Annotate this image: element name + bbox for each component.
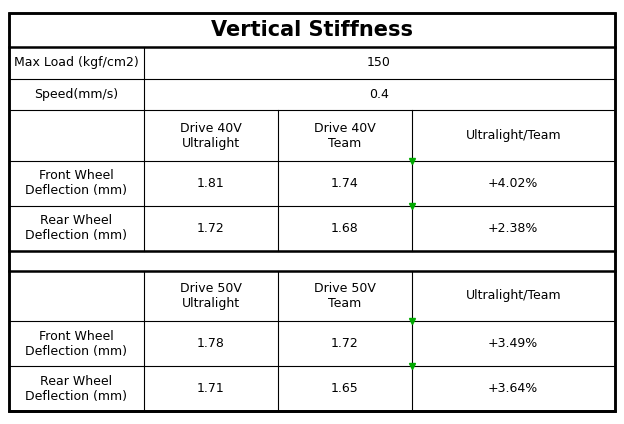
Text: 0.4: 0.4	[369, 88, 389, 101]
Text: Max Load (kgf/cm2): Max Load (kgf/cm2)	[14, 56, 139, 69]
Text: 1.71: 1.71	[197, 382, 225, 395]
Text: +2.38%: +2.38%	[488, 222, 539, 235]
Text: 1.81: 1.81	[197, 177, 225, 190]
Text: Drive 50V
Ultralight: Drive 50V Ultralight	[180, 282, 241, 310]
Text: 150: 150	[367, 56, 391, 69]
Text: Ultralight/Team: Ultralight/Team	[466, 290, 561, 302]
Text: 1.65: 1.65	[331, 382, 359, 395]
Text: 1.68: 1.68	[331, 222, 359, 235]
Text: Ultralight/Team: Ultralight/Team	[466, 129, 561, 142]
Text: +3.64%: +3.64%	[488, 382, 539, 395]
Text: +3.49%: +3.49%	[488, 337, 539, 350]
Text: Rear Wheel
Deflection (mm): Rear Wheel Deflection (mm)	[26, 215, 127, 243]
Text: 1.72: 1.72	[197, 222, 225, 235]
Text: Front Wheel
Deflection (mm): Front Wheel Deflection (mm)	[26, 169, 127, 197]
Text: 1.78: 1.78	[197, 337, 225, 350]
Text: Speed(mm/s): Speed(mm/s)	[34, 88, 119, 101]
Text: 1.74: 1.74	[331, 177, 359, 190]
Text: Rear Wheel
Deflection (mm): Rear Wheel Deflection (mm)	[26, 375, 127, 403]
Text: +4.02%: +4.02%	[488, 177, 539, 190]
Text: 1.72: 1.72	[331, 337, 359, 350]
Bar	[11, 251, 613, 271]
Text: Vertical Stiffness: Vertical Stiffness	[211, 20, 413, 40]
Text: Drive 40V
Ultralight: Drive 40V Ultralight	[180, 122, 241, 150]
Text: Front Wheel
Deflection (mm): Front Wheel Deflection (mm)	[26, 330, 127, 358]
Text: Drive 40V
Team: Drive 40V Team	[314, 122, 376, 150]
Text: Drive 50V
Team: Drive 50V Team	[314, 282, 376, 310]
